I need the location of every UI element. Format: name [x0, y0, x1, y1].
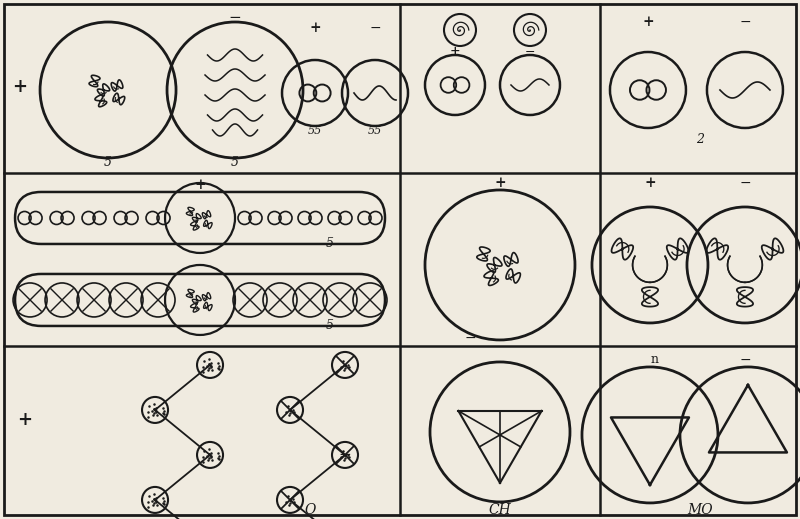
Text: −: −	[739, 176, 750, 190]
Text: +: +	[13, 78, 27, 96]
Text: +: +	[494, 176, 506, 190]
Text: MO: MO	[687, 503, 713, 517]
Text: CH: CH	[489, 503, 511, 517]
Text: +: +	[309, 21, 321, 35]
Text: 5: 5	[326, 320, 334, 333]
Text: −: −	[464, 331, 476, 345]
Text: +: +	[18, 411, 33, 429]
Text: +: +	[450, 46, 460, 59]
Text: 55: 55	[368, 126, 382, 136]
Text: n: n	[651, 353, 659, 366]
Text: 5: 5	[231, 156, 239, 170]
Text: −: −	[338, 448, 351, 462]
Text: −: −	[369, 21, 381, 35]
Text: −: −	[739, 15, 750, 29]
Text: 5: 5	[104, 156, 112, 170]
Text: −: −	[229, 11, 242, 25]
Text: O: O	[304, 503, 316, 517]
Text: 55: 55	[308, 126, 322, 136]
Text: 5: 5	[326, 238, 334, 251]
Text: −: −	[525, 46, 535, 59]
Text: −: −	[739, 353, 750, 367]
Text: +: +	[642, 15, 654, 29]
Text: +: +	[194, 178, 206, 192]
Text: +: +	[644, 176, 656, 190]
Text: −: −	[134, 319, 146, 333]
Text: 2: 2	[696, 133, 704, 146]
